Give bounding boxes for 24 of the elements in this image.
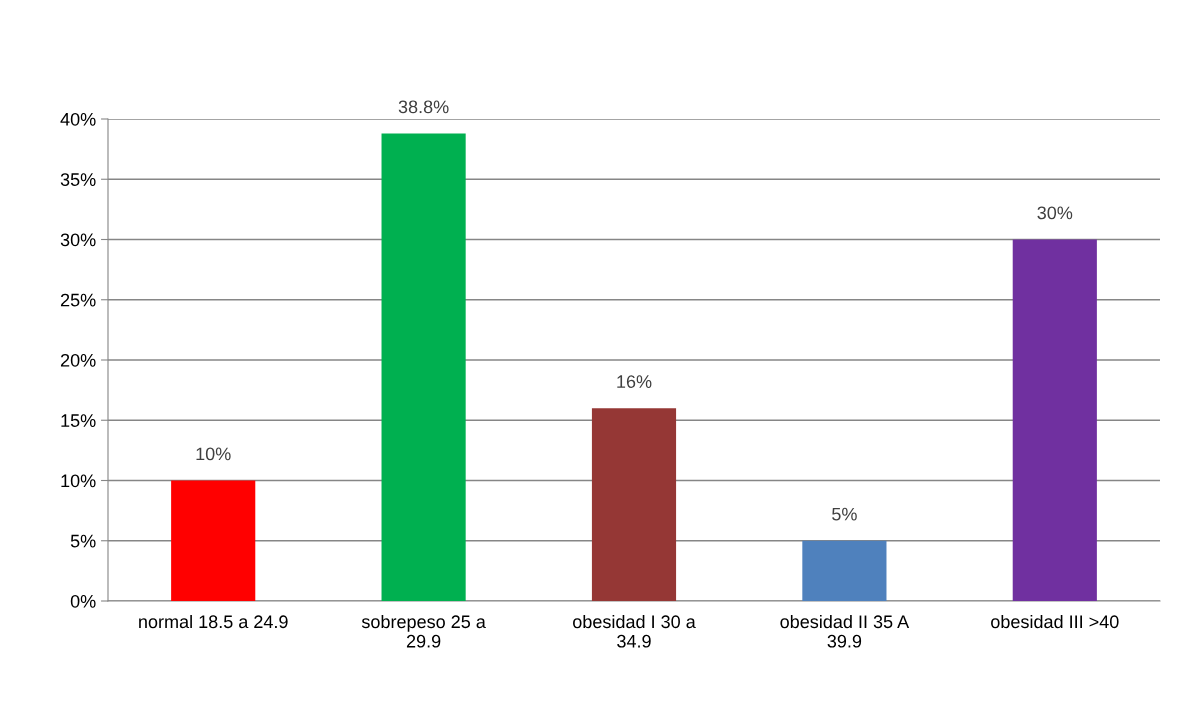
data-label: 30% <box>1037 206 1073 220</box>
data-label: 38.8% <box>398 100 449 114</box>
bar <box>1012 239 1097 601</box>
x-tick-label: sobrepeso 25 a 29.9 <box>361 614 486 648</box>
data-label: 10% <box>196 447 231 461</box>
y-tick-label: 35% <box>60 173 96 186</box>
y-tick-label: 30% <box>60 233 96 247</box>
x-tick-label: obesidad III >40 <box>991 614 1119 629</box>
x-tick-label: normal 18.5 a 24.9 <box>139 614 288 629</box>
data-label: 5% <box>832 507 857 521</box>
bar <box>171 480 256 601</box>
y-tick-label: 25% <box>60 293 96 307</box>
bar <box>802 540 887 601</box>
y-tick-label: 20% <box>60 353 96 367</box>
y-tick-label: 15% <box>61 414 96 427</box>
x-tick-label: obesidad II 35 A 39.9 <box>780 614 910 648</box>
bar <box>591 408 677 601</box>
bar <box>381 133 466 601</box>
data-label: 16% <box>617 375 652 388</box>
x-tick-label: obesidad I 30 a 34.9 <box>573 614 696 648</box>
y-tick-label: 5% <box>70 534 96 548</box>
y-tick-label: 0% <box>70 594 96 608</box>
y-tick-label: 10% <box>61 474 96 488</box>
y-tick-label: 40% <box>60 112 96 126</box>
